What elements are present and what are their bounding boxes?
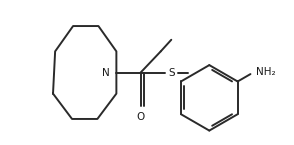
Text: N: N (102, 68, 110, 77)
Text: NH₂: NH₂ (256, 67, 275, 77)
Text: S: S (168, 68, 175, 77)
Text: O: O (136, 112, 145, 122)
